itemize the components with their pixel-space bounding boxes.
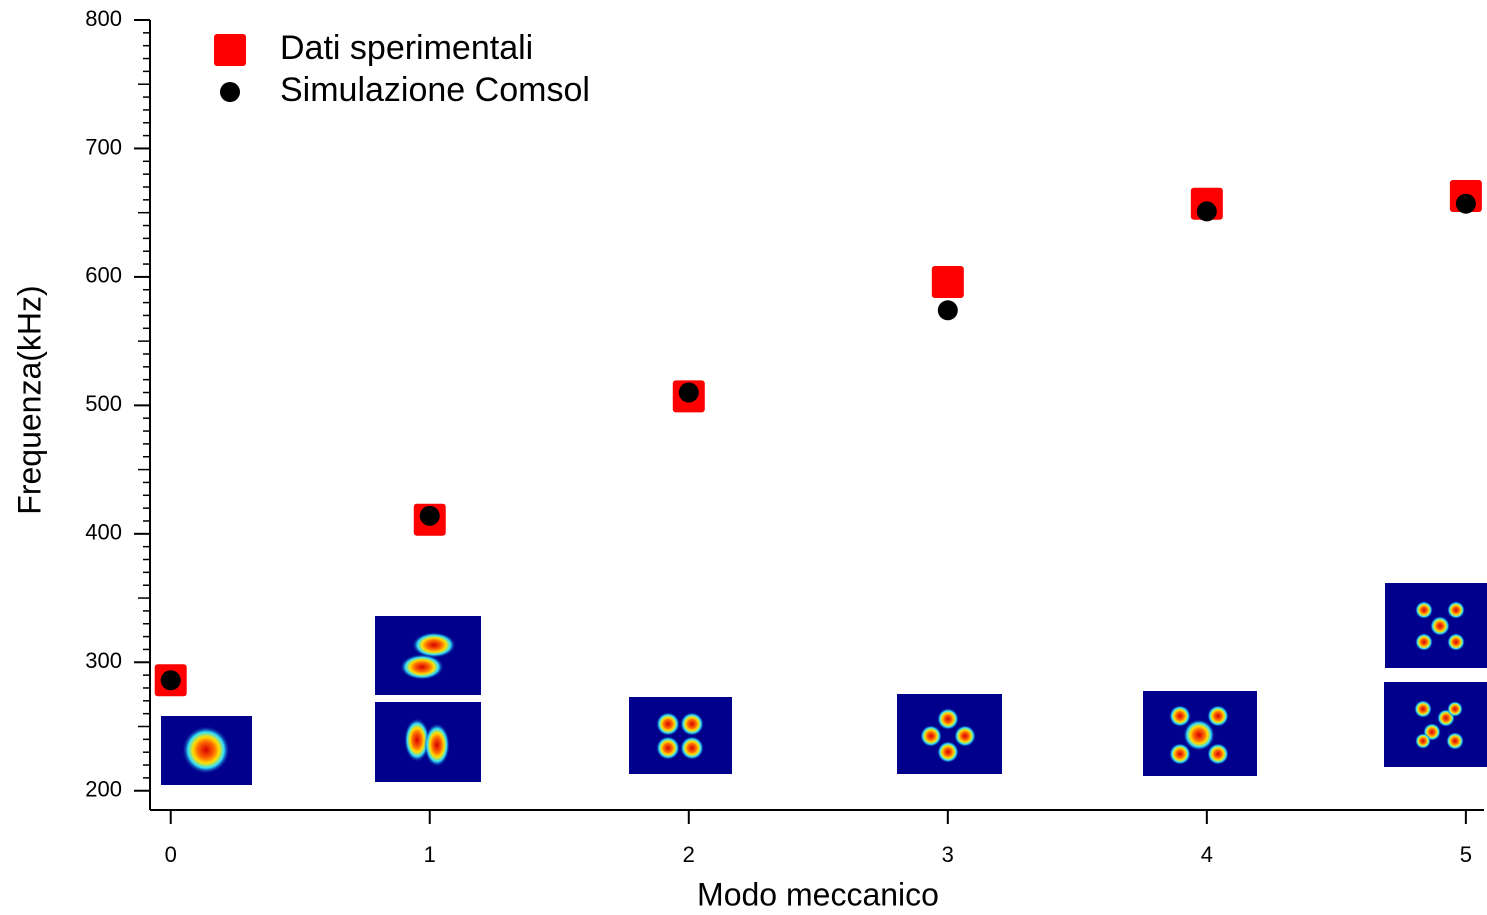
legend-marker [220,82,240,102]
y-tick-label: 700 [85,134,122,159]
legend-marker [214,34,246,66]
y-tick-label: 600 [85,263,122,288]
point [1456,194,1476,214]
y-tick-label: 200 [85,777,122,802]
point [938,300,958,320]
legend-label: Dati sperimentali [280,29,533,67]
x-tick-label: 4 [1201,842,1213,867]
y-axis-label: Frequenza(kHz) [11,285,47,514]
x-tick-label: 3 [942,842,954,867]
y-tick-label: 400 [85,520,122,545]
x-tick-label: 1 [424,842,436,867]
y-tick-label: 300 [85,648,122,673]
point [420,506,440,526]
point [161,670,181,690]
x-axis-label: Modo meccanico [697,876,939,912]
x-tick-label: 5 [1460,842,1472,867]
x-tick-label: 0 [165,842,177,867]
x-tick-label: 2 [683,842,695,867]
y-tick-label: 500 [85,391,122,416]
point [679,383,699,403]
point [932,266,964,298]
y-tick-label: 800 [85,6,122,31]
chart: Modo meccanico Frequenza(kHz) 200 300 400 5… [0,0,1487,915]
point [1197,201,1217,221]
legend-label: Simulazione Comsol [280,71,590,109]
mode-shape-insets [161,583,1487,785]
